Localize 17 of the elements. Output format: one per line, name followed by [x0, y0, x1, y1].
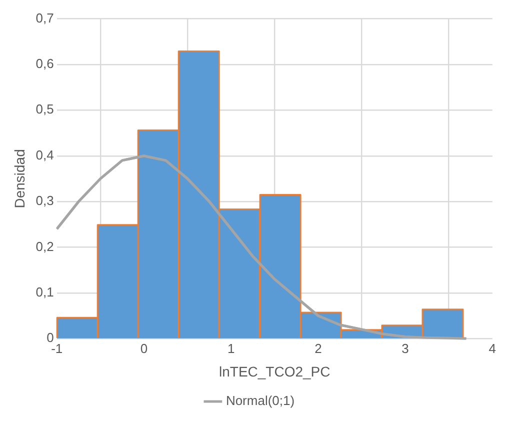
y-tick-label: 0,2: [36, 238, 54, 254]
y-tick-label: 0,4: [36, 147, 54, 162]
y-axis-title: Densidad: [11, 149, 28, 208]
x-tick-label: 1: [227, 340, 235, 356]
x-axis-title: lnTEC_TCO2_PC: [218, 363, 330, 380]
x-tick-label: 2: [314, 340, 322, 356]
x-tick-label: 3: [402, 340, 409, 356]
x-tick-label: 0: [140, 340, 148, 356]
y-tick-label: 0,6: [36, 56, 54, 72]
y-tick-label: 0,7: [36, 10, 54, 26]
legend-label: Normal(0;1): [226, 393, 295, 408]
x-tick-label: 4: [488, 340, 496, 356]
x-tick-label: -1: [51, 340, 63, 356]
y-tick-label: 0: [46, 330, 54, 346]
y-tick-label: 0,5: [36, 102, 54, 117]
y-tick-label: 0,1: [36, 284, 54, 300]
y-tick-label: 0,3: [36, 193, 54, 208]
